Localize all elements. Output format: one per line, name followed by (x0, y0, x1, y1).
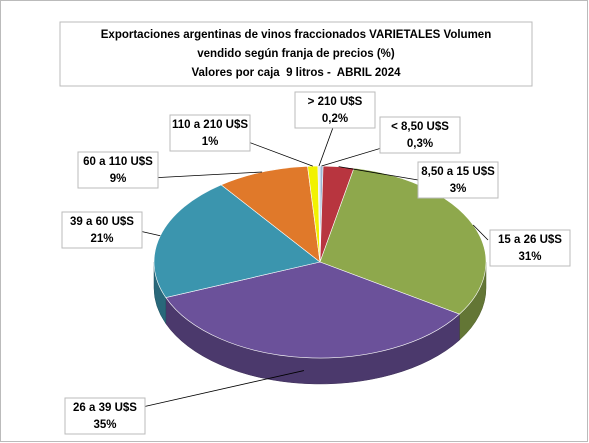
label-box (417, 161, 499, 199)
pie-tops (153, 165, 487, 359)
chart-title: Valores por caja 9 litros - ABRIL 2024 (191, 67, 401, 79)
slice-value-label: 1% (202, 136, 219, 148)
label-box (169, 114, 251, 152)
slice-label: < 8,50 U$S (391, 121, 449, 133)
slice-value-label: 0,3% (407, 138, 433, 150)
pie-slice (165, 261, 461, 359)
slice-value-label: 0,2% (322, 113, 348, 125)
slice-label: 15 a 26 U$S (498, 234, 562, 246)
slice-label: 8,50 a 15 U$S (421, 166, 495, 178)
slice-value-label: 21% (90, 233, 113, 245)
pie-slice (220, 165, 321, 263)
leader-line (338, 166, 431, 183)
slice-label: 39 a 60 U$S (70, 216, 134, 228)
slice-label: 60 a 110 U$S (83, 156, 153, 168)
slice-value-label: 35% (93, 419, 116, 431)
slice-label: > 210 U$S (308, 96, 363, 108)
slice-value-label: 3% (450, 183, 467, 195)
chart-title: vendido según franja de precios (%) (197, 48, 395, 60)
leader-line (318, 121, 336, 167)
label-box (379, 116, 461, 154)
leader-line (242, 139, 313, 167)
leader-line (137, 370, 305, 409)
slice-label: 26 a 39 U$S (73, 402, 137, 414)
title-box (59, 21, 533, 87)
chart-title: Exportaciones argentinas de vinos fracci… (101, 29, 491, 41)
leader-line (472, 224, 489, 241)
label-box (77, 151, 159, 189)
slice-value-label: 9% (110, 173, 127, 185)
label-box (489, 229, 571, 267)
slice-label: 110 a 210 U$S (172, 119, 248, 131)
pie-slice (153, 184, 321, 298)
pie-slice (317, 165, 321, 263)
slice-value-label: 31% (518, 251, 541, 263)
leader-line (149, 171, 263, 179)
label-box (64, 397, 146, 435)
label-box (294, 91, 376, 129)
label-box (61, 211, 143, 249)
